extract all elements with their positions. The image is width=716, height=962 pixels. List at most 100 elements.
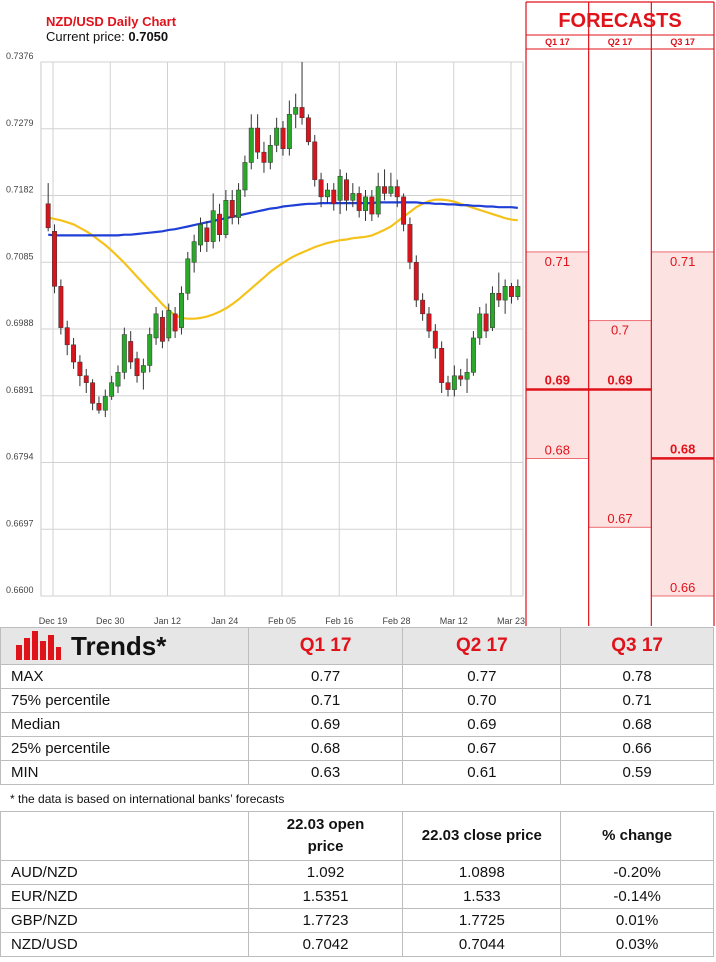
fx-change: -0.14%	[560, 884, 714, 909]
candle	[58, 279, 64, 335]
candle-body-up	[102, 396, 108, 411]
candle-body-down	[280, 127, 286, 149]
x-tick-label: Feb 28	[382, 616, 410, 626]
cell-q3: 0.66	[560, 736, 714, 761]
candle	[159, 310, 165, 349]
cell-q3: 0.68	[560, 712, 714, 737]
candle-body-up	[388, 186, 394, 194]
candle	[382, 169, 387, 201]
candle	[331, 183, 337, 211]
candle	[451, 365, 457, 397]
candle	[64, 320, 70, 356]
fx-open: 1.092	[247, 860, 404, 885]
x-tick-label: Feb 16	[325, 616, 353, 626]
candle	[318, 172, 324, 208]
fx-header-row: 22.03 open price 22.03 close price % cha…	[0, 811, 714, 861]
candle	[102, 389, 108, 418]
candle-body-down	[128, 341, 134, 363]
candle-body-up	[515, 286, 521, 297]
forecasts-title: FORECASTS	[558, 10, 681, 32]
trends-title-cell: Trends*	[0, 627, 249, 665]
candle	[204, 220, 210, 252]
fx-close: 1.7725	[402, 908, 562, 933]
candle-body-up	[147, 334, 153, 366]
candle	[280, 121, 286, 156]
candle-body-down	[261, 151, 267, 163]
footnote: * the data is based on international ban…	[10, 792, 285, 806]
candle-body-down	[407, 224, 413, 263]
row-label: MAX	[0, 664, 249, 689]
candle	[369, 189, 375, 221]
candle	[350, 183, 356, 208]
candle-body-down	[401, 196, 407, 225]
candle-body-down	[52, 231, 57, 287]
candle	[52, 224, 57, 294]
candle	[128, 331, 134, 369]
candle-body-up	[140, 365, 146, 373]
row-label: MIN	[0, 760, 249, 785]
candle	[464, 358, 470, 393]
candle-body-up	[267, 145, 273, 163]
cell-q1: 0.71	[247, 688, 404, 713]
fx-close: 1.533	[402, 884, 562, 909]
candle-body-up	[502, 286, 508, 301]
candle-body-up	[451, 375, 457, 390]
candle	[217, 203, 222, 242]
candle	[191, 234, 197, 273]
candle-body-down	[45, 203, 51, 229]
candle-body-down	[96, 403, 102, 411]
candle-body-down	[331, 189, 337, 205]
fx-open: 1.7723	[247, 908, 404, 933]
candle	[248, 114, 254, 170]
candle	[242, 155, 248, 197]
candle-body-up	[489, 292, 495, 328]
forecast-low-label: 0.68	[545, 442, 570, 457]
fx-open: 0.7042	[247, 932, 404, 957]
x-tick-label: Mar 23	[497, 616, 525, 626]
candle-body-down	[90, 382, 96, 404]
cell-q2: 0.77	[402, 664, 562, 689]
candle-body-down	[255, 127, 261, 153]
candle-body-down	[394, 186, 400, 198]
fx-close: 0.7044	[402, 932, 562, 957]
candle	[115, 365, 121, 393]
forecast-high-label: 0.71	[545, 254, 570, 269]
candle	[121, 327, 127, 380]
trends-row-p25: 25% percentile 0.68 0.67 0.66	[0, 736, 714, 761]
candle	[185, 251, 191, 301]
cell-q1: 0.68	[247, 736, 404, 761]
candle-body-down	[496, 292, 502, 301]
cell-q3: 0.59	[560, 760, 714, 785]
chart-grid: 0.6600 0.6697 0.6794 0.6891 0.6988 0.7085 0.71…	[6, 51, 525, 626]
fx-open: 1.5351	[247, 884, 404, 909]
candle	[153, 306, 159, 345]
candle-body-up	[191, 241, 197, 263]
candle	[210, 193, 216, 249]
y-tick-label: 0.6794	[6, 452, 34, 462]
candle	[71, 337, 77, 369]
candle-body-up	[274, 127, 280, 146]
candle	[305, 114, 311, 146]
candle	[337, 169, 343, 215]
candle-body-up	[242, 162, 248, 191]
candle	[489, 286, 495, 332]
candle-body-down	[318, 179, 324, 198]
candle	[198, 217, 203, 252]
forecast-col-label: Q3 17	[670, 37, 695, 47]
candle-body-down	[134, 358, 140, 377]
candle-body-down	[305, 117, 311, 143]
forecast-range-band	[525, 251, 589, 459]
cell-q2: 0.61	[402, 760, 562, 785]
cell-q2: 0.69	[402, 712, 562, 737]
candle	[179, 286, 184, 335]
candle-body-up	[350, 193, 356, 201]
candle	[45, 183, 51, 232]
y-tick-label: 0.7085	[6, 251, 34, 261]
trends-title: Trends*	[71, 630, 167, 661]
y-tick-label: 0.6988	[6, 318, 34, 328]
candle	[274, 117, 280, 153]
cell-q1: 0.69	[247, 712, 404, 737]
trends-row-min: MIN 0.63 0.61 0.59	[0, 760, 714, 785]
candle-body-up	[324, 189, 330, 198]
candle	[77, 355, 83, 387]
